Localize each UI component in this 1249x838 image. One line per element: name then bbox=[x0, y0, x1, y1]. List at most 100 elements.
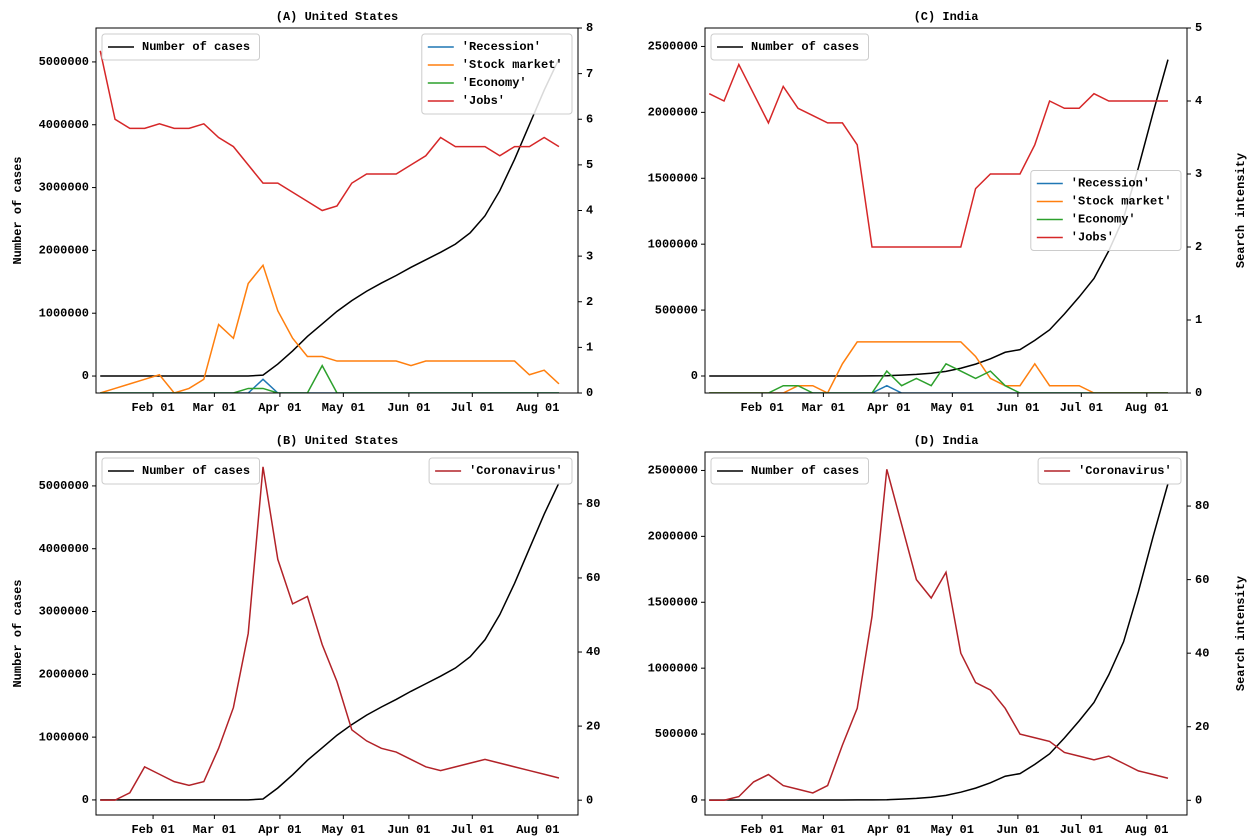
chart-title: (A) United States bbox=[276, 10, 398, 24]
legend-box bbox=[101, 457, 260, 485]
x-tick-label: Aug 01 bbox=[1125, 823, 1168, 837]
legend-label: 'Stock market' bbox=[1071, 195, 1172, 209]
x-tick-label: Apr 01 bbox=[258, 401, 301, 415]
legend-label: 'Stock market' bbox=[462, 58, 563, 72]
legend-box bbox=[101, 33, 260, 61]
y-tick-label: 0 bbox=[82, 369, 89, 383]
y-tick-label: 1000000 bbox=[648, 237, 698, 251]
legend-label: Number of cases bbox=[751, 464, 859, 478]
x-tick-label: Apr 01 bbox=[867, 823, 910, 837]
legend: 'Coronavirus' bbox=[428, 457, 573, 485]
data-line bbox=[100, 58, 560, 377]
legend-label: 'Jobs' bbox=[1071, 231, 1114, 245]
data-line bbox=[708, 62, 1168, 248]
x-tick-label: May 01 bbox=[322, 823, 365, 837]
x-tick-label: May 01 bbox=[931, 401, 974, 415]
x-tick-label: Mar 01 bbox=[802, 823, 845, 837]
data-line bbox=[709, 341, 1168, 393]
legend-label: 'Jobs' bbox=[462, 94, 505, 108]
y-tick-label: 1000000 bbox=[648, 661, 698, 675]
y2-tick-label: 3 bbox=[1195, 167, 1202, 181]
x-tick-label: Aug 01 bbox=[1125, 401, 1168, 415]
y2-tick-label: 7 bbox=[586, 67, 593, 81]
chart-title: (B) United States bbox=[276, 434, 398, 448]
legend: Number of cases bbox=[710, 33, 869, 61]
y2-tick-label: 4 bbox=[1195, 94, 1202, 108]
y-tick-label: 5000000 bbox=[39, 479, 89, 493]
y-tick-label: 2500000 bbox=[648, 40, 698, 54]
x-tick-label: Feb 01 bbox=[740, 401, 783, 415]
data-line bbox=[100, 482, 560, 801]
x-tick-label: Aug 01 bbox=[516, 401, 559, 415]
y-axis-label: Number of cases bbox=[11, 579, 25, 687]
x-tick-label: Feb 01 bbox=[131, 823, 174, 837]
y2-tick-label: 20 bbox=[1195, 720, 1209, 734]
data-line bbox=[709, 469, 1169, 802]
y2-tick-label: 80 bbox=[1195, 499, 1209, 513]
y-tick-label: 2500000 bbox=[648, 464, 698, 478]
x-tick-label: Jun 01 bbox=[387, 401, 430, 415]
legend: 'Recession' 'Stock market' 'Economy' 'Jobs' bbox=[421, 33, 573, 115]
legend-label: 'Coronavirus' bbox=[1078, 464, 1172, 478]
x-tick-label: May 01 bbox=[931, 823, 974, 837]
legend-box bbox=[1030, 170, 1182, 251]
legend-label: Number of cases bbox=[142, 464, 250, 478]
y2-tick-label: 8 bbox=[586, 21, 593, 35]
y2-tick-label: 4 bbox=[586, 204, 593, 218]
y2-tick-label: 0 bbox=[586, 386, 593, 400]
y-tick-label: 0 bbox=[691, 793, 698, 807]
x-tick-label: Jul 01 bbox=[1060, 823, 1103, 837]
legend-label: 'Economy' bbox=[1071, 213, 1136, 227]
legend-label: 'Coronavirus' bbox=[469, 464, 563, 478]
y-tick-label: 2000000 bbox=[648, 530, 698, 544]
y-tick-label: 1000000 bbox=[39, 730, 89, 744]
subplot: (C) India Feb 01 Mar 01 Apr 01 May 01 Jun 01 J… bbox=[648, 10, 1249, 415]
y2-tick-label: 1 bbox=[586, 341, 593, 355]
legend-label: Number of cases bbox=[142, 40, 250, 54]
y-tick-label: 2000000 bbox=[648, 106, 698, 120]
data-line bbox=[100, 263, 560, 393]
chart-title: (C) India bbox=[914, 10, 979, 24]
data-line bbox=[709, 384, 1168, 393]
y-tick-label: 500000 bbox=[655, 727, 698, 741]
legend-box bbox=[428, 457, 573, 485]
data-line bbox=[709, 59, 1169, 377]
chart-title: (D) India bbox=[914, 434, 979, 448]
data-line bbox=[99, 50, 560, 212]
legend: Number of cases bbox=[101, 33, 260, 61]
subplot: (B) United States Feb 01 Mar 01 Apr 01 May 0… bbox=[11, 434, 600, 837]
y-tick-label: 0 bbox=[691, 369, 698, 383]
x-tick-label: Mar 01 bbox=[193, 823, 236, 837]
y2-axis-label: Search intensity bbox=[1234, 576, 1248, 691]
y2-tick-label: 80 bbox=[586, 497, 600, 511]
x-tick-label: Jun 01 bbox=[996, 401, 1039, 415]
x-tick-label: May 01 bbox=[322, 401, 365, 415]
legend: 'Coronavirus' bbox=[1037, 457, 1182, 485]
y2-tick-label: 3 bbox=[586, 249, 593, 263]
y-axis-label: Number of cases bbox=[11, 156, 25, 264]
y-tick-label: 2000000 bbox=[39, 667, 89, 681]
legend-box bbox=[1037, 457, 1182, 485]
y-tick-label: 5000000 bbox=[39, 55, 89, 69]
y-tick-label: 4000000 bbox=[39, 542, 89, 556]
y2-tick-label: 60 bbox=[1195, 573, 1209, 587]
x-tick-label: Jul 01 bbox=[451, 401, 494, 415]
data-line bbox=[100, 466, 560, 801]
y-tick-label: 3000000 bbox=[39, 181, 89, 195]
y2-tick-label: 2 bbox=[586, 295, 593, 309]
y2-axis-label: Search intensity bbox=[1234, 153, 1248, 268]
y2-tick-label: 1 bbox=[1195, 313, 1202, 327]
x-tick-label: Jun 01 bbox=[996, 823, 1039, 837]
y2-tick-label: 40 bbox=[586, 645, 600, 659]
legend-box bbox=[710, 457, 869, 485]
y2-tick-label: 40 bbox=[1195, 646, 1209, 660]
y-tick-label: 1500000 bbox=[648, 595, 698, 609]
x-tick-label: Aug 01 bbox=[516, 823, 559, 837]
y2-tick-label: 60 bbox=[586, 571, 600, 585]
x-tick-label: Feb 01 bbox=[740, 823, 783, 837]
legend-label: 'Recession' bbox=[1071, 177, 1150, 191]
y-tick-label: 2000000 bbox=[39, 244, 89, 258]
legend: Number of cases bbox=[101, 457, 260, 485]
x-tick-label: Mar 01 bbox=[802, 401, 845, 415]
